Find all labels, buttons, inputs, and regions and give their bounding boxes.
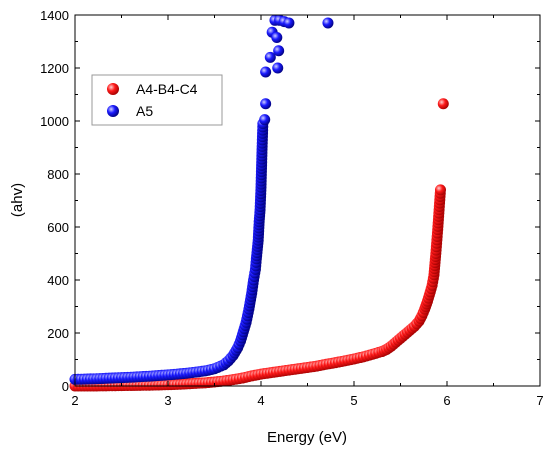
legend-label-a5: A5 (136, 103, 153, 119)
y-tick-label: 800 (47, 167, 69, 182)
data-point (260, 98, 272, 110)
y-tick-label: 200 (47, 326, 69, 341)
data-point (283, 17, 295, 29)
y-axis: 0 200 400 600 800 1000 1200 1400 (40, 8, 540, 394)
data-point (322, 17, 334, 29)
x-axis: 2 3 4 5 6 7 (71, 15, 544, 408)
data-point (434, 184, 446, 196)
data-point (272, 62, 284, 74)
y-tick-label: 0 (62, 379, 69, 394)
x-tick-label: 6 (443, 393, 450, 408)
data-point (437, 98, 449, 110)
x-tick-label: 7 (536, 393, 543, 408)
series-a5 (69, 14, 334, 385)
x-tick-label: 3 (164, 393, 171, 408)
data-points (69, 14, 449, 392)
y-tick-label: 600 (47, 220, 69, 235)
legend-marker-a4-b4-c4 (107, 83, 119, 95)
x-tick-label: 4 (257, 393, 264, 408)
data-point (264, 51, 276, 63)
legend-label-a4-b4-c4: A4-B4-C4 (136, 81, 198, 97)
data-point (271, 32, 283, 44)
y-tick-label: 400 (47, 273, 69, 288)
x-tick-label: 5 (350, 393, 357, 408)
data-point (273, 45, 285, 57)
y-tick-label: 1400 (40, 8, 69, 23)
x-tick-label: 2 (71, 393, 78, 408)
legend: A4-B4-C4 A5 (91, 74, 223, 126)
plot-frame (74, 14, 541, 387)
x-axis-title: Energy (eV) (267, 429, 347, 446)
y-tick-label: 1200 (40, 61, 69, 76)
data-point (260, 66, 272, 78)
data-point (259, 114, 271, 126)
y-axis-title: (ahv) (9, 183, 26, 217)
legend-marker-a5 (107, 105, 119, 117)
y-tick-label: 1000 (40, 114, 69, 129)
